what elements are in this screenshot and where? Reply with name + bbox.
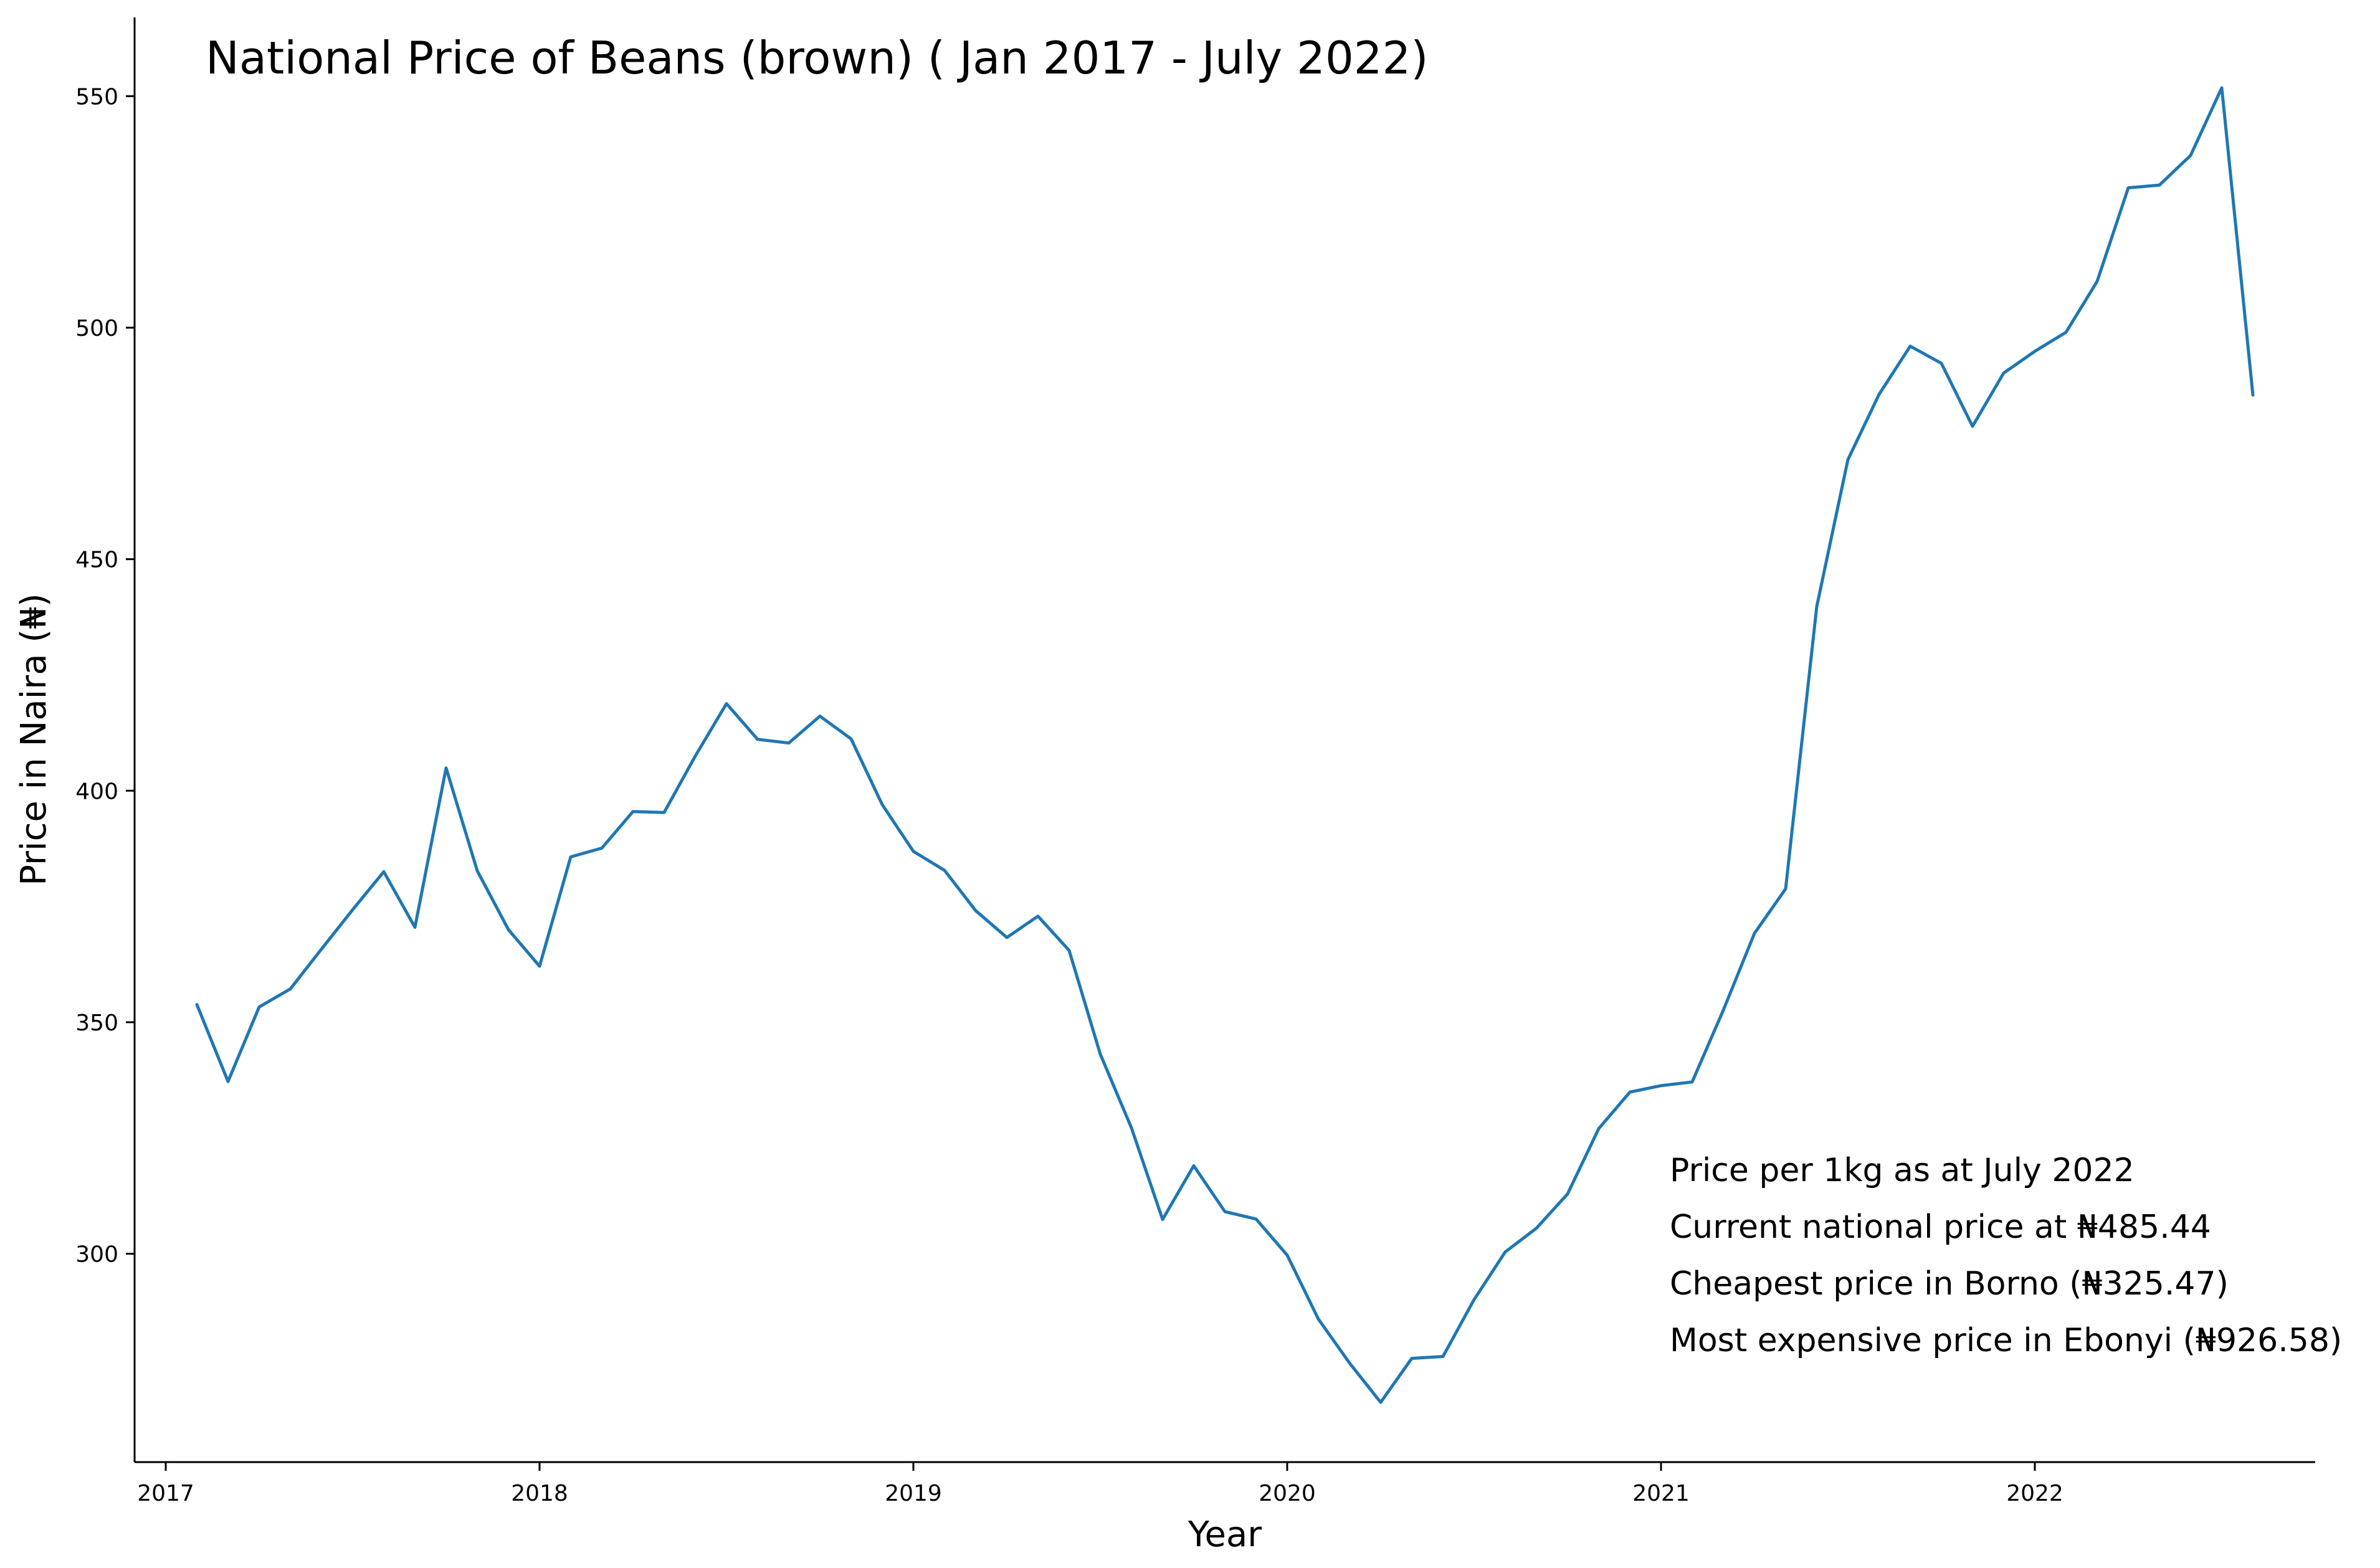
y-ticks: 300 350 400 450 500 550 [75,84,135,1268]
annotations: Price per 1kg as at July 2022 Current nat… [1670,1152,2342,1359]
x-axis-title: Year [1188,1514,1263,1555]
y-axis-title: Price in Naira (₦) [14,593,54,886]
chart-title: National Price of Beans (brown) ( Jan 20… [206,32,1428,84]
series-line [195,86,2255,1404]
axes [133,17,2315,1463]
x-tick-label: 2021 [1632,1481,1690,1506]
annotation-line: Most expensive price in Ebonyi (₦926.58) [1670,1322,2342,1359]
x-tick-label: 2022 [2006,1481,2063,1506]
y-tick-label: 500 [75,316,118,341]
y-tick-label: 350 [75,1010,118,1036]
x-ticks: 2017 2018 2019 2020 2021 2022 [137,1462,2063,1506]
y-tick-label: 400 [75,779,118,804]
y-tick-label: 550 [75,84,118,110]
x-tick-label: 2018 [511,1481,568,1506]
annotation-line: Price per 1kg as at July 2022 [1670,1152,2135,1189]
x-tick-label: 2020 [1259,1481,1316,1506]
annotation-line: Current national price at ₦485.44 [1670,1209,2211,1246]
y-tick-label: 300 [75,1242,118,1268]
x-tick-label: 2017 [137,1481,194,1506]
annotation-line: Cheapest price in Borno (₦325.47) [1670,1265,2229,1303]
y-tick-label: 450 [75,548,118,573]
x-tick-label: 2019 [885,1481,942,1506]
